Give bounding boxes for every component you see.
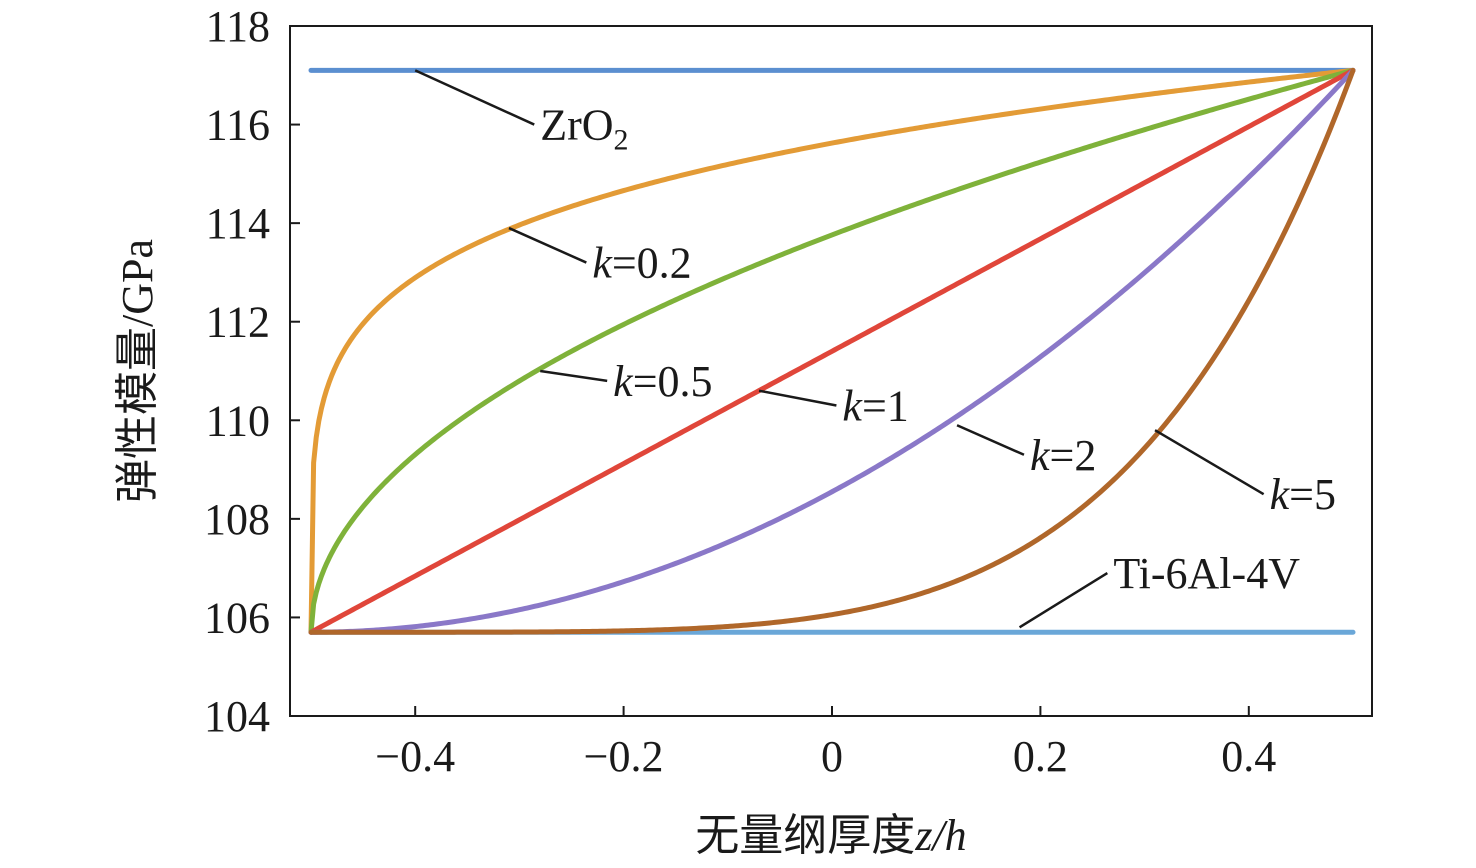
x-axis-title-text: 无量纲厚度 xyxy=(695,811,915,860)
series-line-k-0-5 xyxy=(308,67,1356,635)
y-tick-label: 116 xyxy=(206,101,270,150)
annotation-label: ZrO2 xyxy=(540,101,628,157)
y-tick-label: 108 xyxy=(204,495,270,544)
annotation-leader xyxy=(758,389,837,407)
series-line-k-1 xyxy=(308,67,1356,635)
x-tick-label: −0.4 xyxy=(375,732,455,781)
y-tick-label: 114 xyxy=(206,199,270,248)
annotation-leader xyxy=(1154,429,1265,496)
annotation-label: k=5 xyxy=(1270,470,1336,519)
y-tick-label: 112 xyxy=(206,298,270,347)
series-line-k-2 xyxy=(308,67,1356,635)
annotation-label: k=2 xyxy=(1030,431,1096,480)
y-tick-label: 110 xyxy=(206,396,270,445)
x-axis-title-var: z/h xyxy=(914,811,966,860)
x-axis-title: 无量纲厚度z/h xyxy=(695,811,966,860)
x-tick-label: 0.2 xyxy=(1013,732,1068,781)
tick-layer: 104 106 108 110 112 114 116 118 −0.4 −0.2 0 0.2 0.4 xyxy=(204,2,1276,781)
annotation-leader xyxy=(508,226,587,264)
annotation-leader xyxy=(540,369,608,383)
annotation-label: k=0.2 xyxy=(592,239,691,288)
y-tick-label: 104 xyxy=(204,692,270,741)
series-line-k-0-2 xyxy=(308,67,1356,635)
annotation-label: k=0.5 xyxy=(613,357,712,406)
series-layer xyxy=(308,67,1356,635)
annotation-leader xyxy=(1018,572,1108,629)
x-tick-label: 0 xyxy=(821,732,843,781)
annotation-leader xyxy=(414,69,535,126)
annotation-label: k=1 xyxy=(842,382,908,431)
x-tick-label: 0.4 xyxy=(1221,732,1276,781)
y-tick-label: 106 xyxy=(204,593,270,642)
annotation-label: Ti-6Al-4V xyxy=(1113,549,1300,598)
annotation-layer: ZrO2 k=0.2 k=0.5 k=1 k=2 k=5 Ti-6Al-4V xyxy=(414,69,1336,629)
series-line-k-5 xyxy=(308,67,1356,635)
y-axis-title: 弹性模量/GPa xyxy=(113,239,162,503)
x-tick-label: −0.2 xyxy=(584,732,664,781)
y-tick-label: 118 xyxy=(206,2,270,51)
annotation-leader xyxy=(956,424,1025,456)
